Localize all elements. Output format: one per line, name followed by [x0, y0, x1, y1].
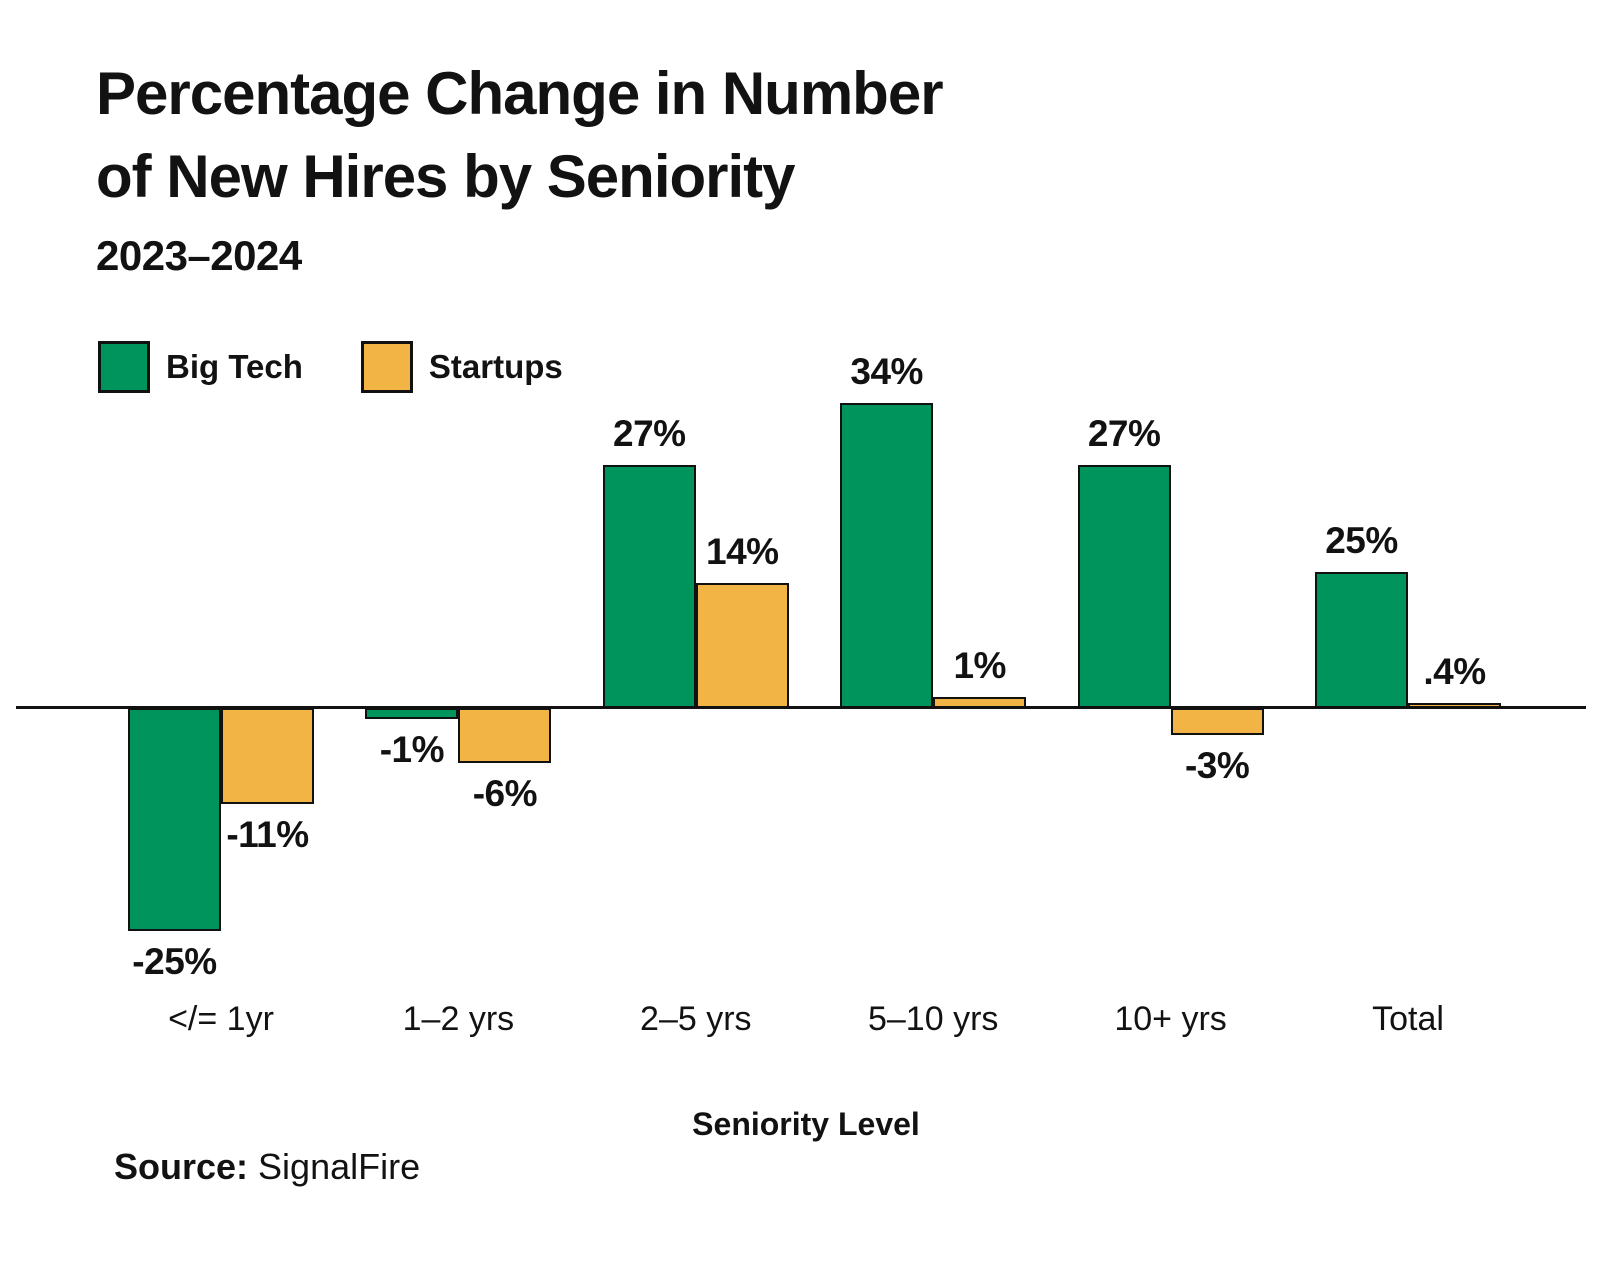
legend-label-startups: Startups [428, 348, 563, 385]
tick-label-5-10-yrs: 5–10 yrs [867, 1000, 999, 1038]
value-label-startups-1-2-yrs: -6% [472, 773, 538, 814]
value-label-big-tech-2-5-yrs: 27% [613, 413, 686, 454]
legend-swatch-startups [360, 341, 413, 393]
source-label: Source: [114, 1146, 249, 1187]
bar-big-tech-10-yrs [1077, 465, 1171, 708]
bar-startups-2-5-yrs [695, 583, 789, 708]
x-axis-line [16, 706, 1586, 709]
source-note: Source: SignalFire [114, 1146, 420, 1188]
tick-label-total: Total [1372, 1000, 1444, 1038]
bar-big-tech-5-10-yrs [840, 403, 934, 708]
bar-big-tech-1-2-yrs [365, 708, 459, 719]
value-label-big-tech-5-10-yrs: 34% [850, 351, 923, 392]
bar-startups-total [1408, 703, 1501, 708]
legend-item-big-tech: Big Tech [98, 341, 303, 393]
chart-subtitle: 2023–2024 [96, 232, 302, 279]
bar-startups-1-2-yrs [458, 708, 552, 763]
legend-swatch-big-tech [98, 341, 150, 393]
value-label-big-tech-total: 25% [1325, 520, 1398, 561]
tick-label-2-5-yrs: 2–5 yrs [640, 1000, 752, 1038]
legend-label-big-tech: Big Tech [166, 348, 303, 385]
value-label-startups-10-yrs: -3% [1184, 745, 1250, 786]
tick-label-10-yrs: 10+ yrs [1114, 1000, 1227, 1038]
bar-big-tech-total [1315, 572, 1408, 708]
tick-label-1-2-yrs: 1–2 yrs [402, 1000, 515, 1038]
bar-startups-10-yrs [1170, 708, 1264, 735]
bar-startups-5-10-yrs [933, 697, 1027, 708]
source-value: SignalFire [258, 1146, 421, 1187]
legend: Big Tech Startups [98, 341, 563, 393]
chart-title-line2: of New Hires by Seniority [96, 143, 796, 210]
chart-title-line1: Percentage Change in Number [96, 60, 944, 127]
value-label-big-tech-1yr: -25% [132, 941, 217, 982]
legend-item-startups: Startups [360, 341, 563, 393]
value-label-startups-2-5-yrs: 14% [706, 531, 779, 572]
value-label-startups-1yr: -11% [226, 814, 309, 855]
value-label-startups-total: .4% [1423, 651, 1486, 692]
tick-label-1yr: </= 1yr [168, 1000, 274, 1038]
value-label-big-tech-1-2-yrs: -1% [379, 729, 445, 770]
value-label-startups-5-10-yrs: 1% [953, 645, 1006, 686]
bar-big-tech-2-5-yrs [602, 465, 696, 708]
bar-startups-1yr [221, 708, 314, 804]
bar-big-tech-1yr [128, 708, 221, 931]
chart-title: Percentage Change in Number of New Hires … [96, 52, 944, 218]
value-label-big-tech-10-yrs: 27% [1087, 413, 1161, 454]
x-axis-title: Seniority Level [692, 1106, 920, 1142]
